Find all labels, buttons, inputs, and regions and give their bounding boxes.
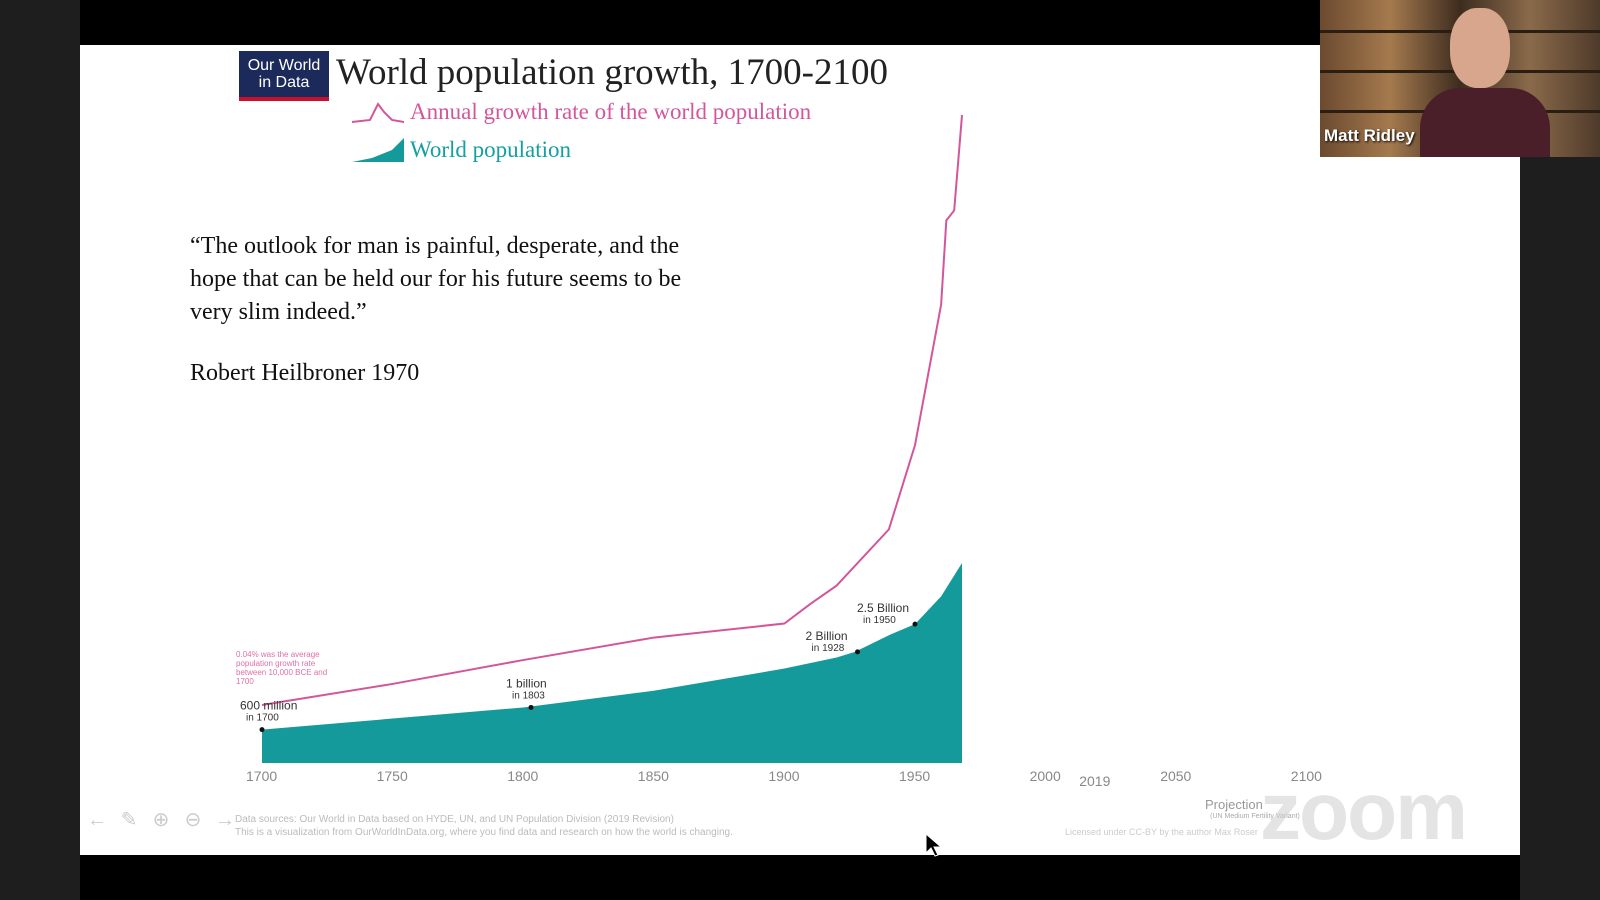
projection-label: Projection xyxy=(1205,797,1263,812)
legend-growth-rate: Annual growth rate of the world populati… xyxy=(352,98,811,126)
growth-rate-line xyxy=(261,114,964,706)
x-axis-tick-label: 2019 xyxy=(1079,773,1110,789)
x-axis-tick-label: 2000 xyxy=(1030,768,1061,784)
legend-growth-rate-label: Annual growth rate of the world populati… xyxy=(410,99,812,124)
footer-sources: Data sources: Our World in Data based on… xyxy=(235,813,875,839)
annotation-point xyxy=(259,727,265,733)
mouse-cursor-icon xyxy=(925,833,943,857)
x-axis-tick-label: 1800 xyxy=(507,768,538,784)
x-axis-tick-label: 1750 xyxy=(377,768,408,784)
x-axis-tick-label: 1850 xyxy=(638,768,669,784)
footer-license: Licensed under CC-BY by the author Max R… xyxy=(1065,827,1258,837)
owid-logo: Our World in Data xyxy=(239,51,329,101)
footer-sources-line2: This is a visualization from OurWorldInD… xyxy=(235,827,733,838)
annotation-sublabel: in 1928 xyxy=(812,643,845,654)
annotation-sublabel: in 1803 xyxy=(512,690,545,701)
annotation-label: 2.5 Billion xyxy=(857,601,909,615)
annotation-sublabel: in 1950 xyxy=(863,615,896,626)
zoom-in-icon[interactable]: ⊕ xyxy=(152,809,170,831)
annotation-label: 1 billion xyxy=(506,676,547,690)
quote-author: Robert Heilbroner 1970 xyxy=(190,360,420,386)
zoom-watermark: zoom xyxy=(1260,766,1468,855)
area-legend-icon xyxy=(352,138,404,162)
x-axis-tick-label: 1900 xyxy=(768,768,799,784)
growth-rate-note: 0.04% was the average population growth r… xyxy=(236,650,327,686)
projection-sublabel: (UN Medium Fertility Variant) xyxy=(1210,813,1300,820)
annotation-label: 600 million xyxy=(240,699,297,713)
line-legend-icon xyxy=(352,102,404,123)
logo-text-line2: in Data xyxy=(258,74,310,91)
zoom-out-icon[interactable]: ⊖ xyxy=(184,809,202,831)
footer-sources-line1: Data sources: Our World in Data based on… xyxy=(235,814,674,825)
legend-population-label: World population xyxy=(410,137,572,162)
x-axis-tick-label: 1700 xyxy=(246,768,277,784)
speaker-video-tile[interactable]: Matt Ridley xyxy=(1320,0,1600,157)
x-axis-tick-label: 2100 xyxy=(1291,768,1322,784)
speaker-head xyxy=(1450,8,1510,88)
shared-slide: Our World in Data World population growt… xyxy=(80,45,1520,855)
pen-icon[interactable]: ✎ xyxy=(120,809,138,831)
quote-text: “The outlook for man is painful, despera… xyxy=(190,233,682,325)
logo-text-line1: Our World xyxy=(247,57,321,74)
speaker-name-label: Matt Ridley xyxy=(1324,126,1415,145)
annotation-point xyxy=(528,704,534,710)
previous-arrow-icon[interactable]: ← xyxy=(87,809,107,831)
x-axis-tick-label: 2050 xyxy=(1160,768,1191,784)
annotation-point xyxy=(855,649,861,655)
slide-title: World population growth, 1700-2100 xyxy=(336,52,888,93)
population-area xyxy=(262,563,963,763)
annotation-label: 2 Billion xyxy=(806,629,848,643)
annotation-toolbar: ← ✎ ⊕ ⊖ → xyxy=(85,808,237,832)
legend-population: World population xyxy=(352,136,571,164)
annotation-point xyxy=(912,621,918,627)
top-black-bar xyxy=(80,0,1520,45)
speaker-body xyxy=(1420,88,1550,157)
bottom-black-bar xyxy=(80,855,1520,900)
x-axis-tick-label: 1950 xyxy=(899,768,930,784)
next-arrow-icon[interactable]: → xyxy=(215,809,235,831)
annotation-sublabel: in 1700 xyxy=(246,713,279,724)
